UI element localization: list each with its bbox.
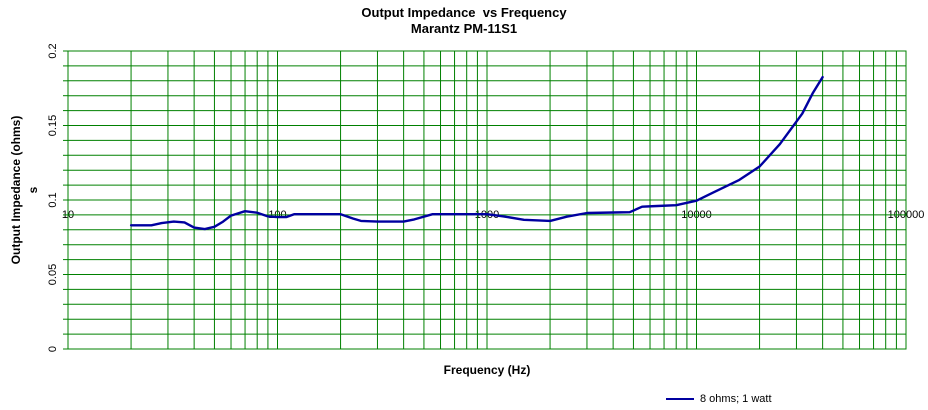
x-tick-label: 1000	[475, 209, 499, 221]
x-tick-label: 100	[268, 209, 286, 221]
y-axis-title: Output Impedance (ohms)	[9, 115, 23, 265]
x-tick-label: 10000	[681, 209, 712, 221]
y-tick-label: 0.1	[47, 192, 59, 207]
chart-subtitle: Marantz PM-11S1	[410, 21, 518, 36]
plot-border	[67, 50, 907, 350]
y-tick-label: 0	[47, 346, 59, 352]
x-tick-label: 100000	[888, 209, 925, 221]
y-tick-label: 0.2	[47, 43, 59, 58]
legend-label: 8 ohms; 1 watt	[700, 393, 772, 405]
y-axis-title-overflow: s	[26, 186, 40, 194]
legend-line-swatch	[666, 398, 694, 400]
y-tick-label: 0.15	[47, 115, 59, 136]
x-axis-title: Frequency (Hz)	[443, 363, 531, 377]
y-tick-label: 0.05	[47, 264, 59, 285]
series-line	[129, 75, 824, 231]
x-tick-label: 10	[62, 209, 74, 221]
legend: 8 ohms; 1 watt	[666, 393, 772, 405]
chart-title: Output Impedance vs Frequency	[361, 5, 567, 20]
